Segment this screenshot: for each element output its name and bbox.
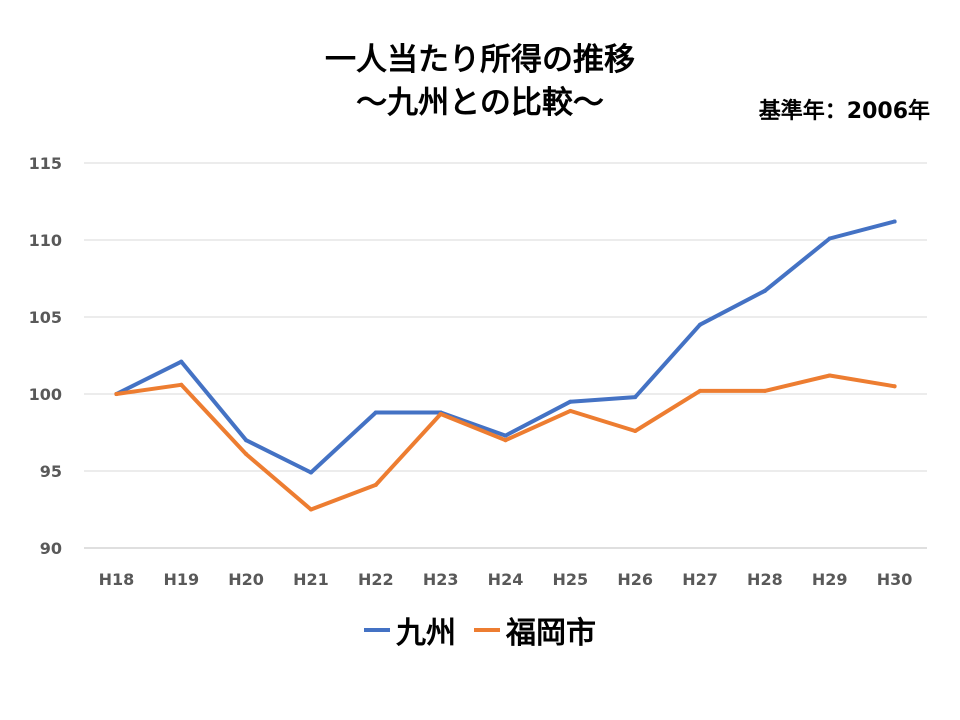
series-0-point-H20 <box>244 438 249 443</box>
base-year-note: 基準年：2006年 <box>758 99 930 124</box>
y-tick-label-90: 90 <box>40 539 62 558</box>
series-1-point-H24 <box>503 438 508 443</box>
series-line-1 <box>114 373 897 512</box>
x-tick-label-H18: H18 <box>99 570 135 589</box>
x-tick-label-H30: H30 <box>877 570 913 589</box>
y-tick-label-100: 100 <box>29 385 62 404</box>
series-0-point-H25 <box>568 399 573 404</box>
x-tick-label-H22: H22 <box>358 570 394 589</box>
x-tick-label-H26: H26 <box>617 570 653 589</box>
series-1-point-H30 <box>892 384 897 389</box>
series-1-point-H29 <box>827 373 832 378</box>
series-1-point-H23 <box>438 412 443 417</box>
series-0-point-H29 <box>827 236 832 241</box>
x-tick-label-H23: H23 <box>423 570 459 589</box>
y-tick-label-105: 105 <box>29 308 62 327</box>
series-1-point-H26 <box>633 428 638 433</box>
series-1-point-H22 <box>373 482 378 487</box>
chart-subtitle: ～九州との比較～ <box>356 85 604 121</box>
series-1-point-H21 <box>308 507 313 512</box>
x-tick-label-H28: H28 <box>747 570 783 589</box>
series-0-point-H24 <box>503 433 508 438</box>
x-tick-label-H19: H19 <box>163 570 199 589</box>
legend-item-kyushu: 九州 <box>364 608 456 652</box>
y-tick-label-110: 110 <box>29 231 62 250</box>
series-1-point-H20 <box>244 452 249 457</box>
legend-label-kyushu: 九州 <box>396 616 456 651</box>
series-0-point-H27 <box>698 322 703 327</box>
y-tick-label-95: 95 <box>40 462 62 481</box>
x-tick-label-H21: H21 <box>293 570 329 589</box>
series-1-point-H25 <box>568 408 573 413</box>
series-0-point-H30 <box>892 219 897 224</box>
series-1-point-H28 <box>762 388 767 393</box>
legend-label-fukuoka: 福岡市 <box>506 616 596 651</box>
legend-swatch-kyushu <box>364 628 390 632</box>
series-0-point-H21 <box>308 470 313 475</box>
x-tick-label-H27: H27 <box>682 570 718 589</box>
chart-title: 一人当たり所得の推移 <box>325 42 635 78</box>
series-0-point-H28 <box>762 288 767 293</box>
series-0-point-H19 <box>179 359 184 364</box>
x-tick-label-H20: H20 <box>228 570 264 589</box>
series-0-point-H22 <box>373 410 378 415</box>
legend: 九州 福岡市 <box>0 608 960 652</box>
legend-item-fukuoka: 福岡市 <box>474 608 596 652</box>
x-tick-label-H25: H25 <box>553 570 589 589</box>
x-tick-label-H29: H29 <box>812 570 848 589</box>
series-1-point-H19 <box>179 382 184 387</box>
series-0-point-H26 <box>633 395 638 400</box>
series-1-point-H18 <box>114 392 119 396</box>
y-tick-label-115: 115 <box>29 154 62 173</box>
legend-swatch-fukuoka <box>474 628 500 632</box>
series-1-point-H27 <box>698 388 703 393</box>
x-tick-label-H24: H24 <box>488 570 524 589</box>
